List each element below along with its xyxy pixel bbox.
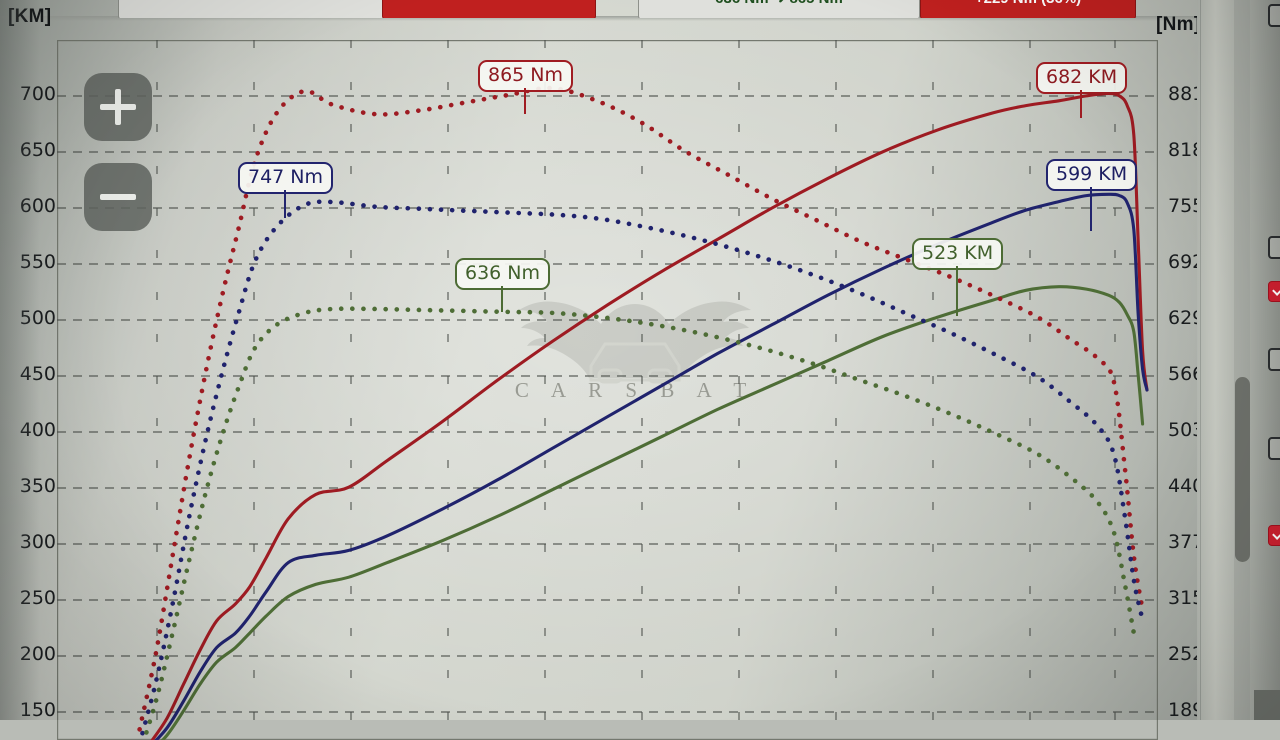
callout-torque-blue[interactable]: 747 Nm xyxy=(238,162,333,194)
option-checkbox-2[interactable] xyxy=(1268,236,1280,259)
option-checkbox-5[interactable] xyxy=(1268,437,1280,460)
torque-gain-chip[interactable]: +229 Nm (36%) xyxy=(920,0,1136,18)
callout-power-red-stem xyxy=(1080,90,1082,118)
left-tick-550: 550 xyxy=(0,251,56,273)
horizontal-gridlines xyxy=(57,96,1158,712)
left-tick-600: 600 xyxy=(0,195,56,217)
left-tick-650: 650 xyxy=(0,139,56,161)
callout-torque-green[interactable]: 636 Nm xyxy=(455,258,550,290)
option-checkbox-3[interactable] xyxy=(1268,281,1280,302)
zoom-in-button[interactable] xyxy=(84,73,152,141)
callout-power-green[interactable]: 523 KM xyxy=(912,238,1003,270)
panel-footer-block xyxy=(1254,690,1280,720)
left-tick-250: 250 xyxy=(0,587,56,609)
callout-torque-red[interactable]: 865 Nm xyxy=(478,60,573,92)
curve-power-blue xyxy=(151,194,1147,740)
callout-torque-blue-stem xyxy=(284,190,286,218)
top-summary-toolbar: 636 Nm ➜ 865 Nm +229 Nm (36%) xyxy=(0,0,1280,18)
scrollbar-track[interactable] xyxy=(1234,0,1250,720)
callout-torque-green-stem xyxy=(501,286,503,312)
panel-divider xyxy=(1200,0,1201,720)
plus-icon-v xyxy=(115,89,121,125)
left-tick-500: 500 xyxy=(0,307,56,329)
vertical-gridlines xyxy=(157,40,1115,740)
option-checkbox-4[interactable] xyxy=(1268,348,1280,371)
zoom-out-button[interactable] xyxy=(84,163,152,231)
callout-power-red[interactable]: 682 KM xyxy=(1036,62,1127,94)
left-tick-150: 150 xyxy=(0,699,56,721)
left-tick-350: 350 xyxy=(0,475,56,497)
summary-chip-white[interactable] xyxy=(118,0,390,18)
right-side-panel xyxy=(1197,0,1280,720)
summary-chip-red[interactable] xyxy=(382,0,596,18)
option-checkbox-6[interactable] xyxy=(1268,525,1280,546)
callout-torque-red-stem xyxy=(524,88,526,114)
left-tick-300: 300 xyxy=(0,531,56,553)
left-tick-700: 700 xyxy=(0,83,56,105)
left-tick-450: 450 xyxy=(0,363,56,385)
option-checkbox-1[interactable] xyxy=(1268,4,1280,27)
scrollbar-thumb[interactable] xyxy=(1235,377,1250,562)
callout-power-green-stem xyxy=(956,266,958,316)
left-tick-200: 200 xyxy=(0,643,56,665)
callout-power-blue-stem xyxy=(1090,187,1092,231)
curve-torque-green xyxy=(140,309,1134,740)
plot-frame xyxy=(58,41,1158,740)
minus-icon xyxy=(100,194,136,200)
left-tick-400: 400 xyxy=(0,419,56,441)
dyno-chart xyxy=(57,40,1158,740)
callout-power-blue[interactable]: 599 KM xyxy=(1046,159,1137,191)
torque-compare-chip[interactable]: 636 Nm ➜ 865 Nm xyxy=(638,0,920,18)
